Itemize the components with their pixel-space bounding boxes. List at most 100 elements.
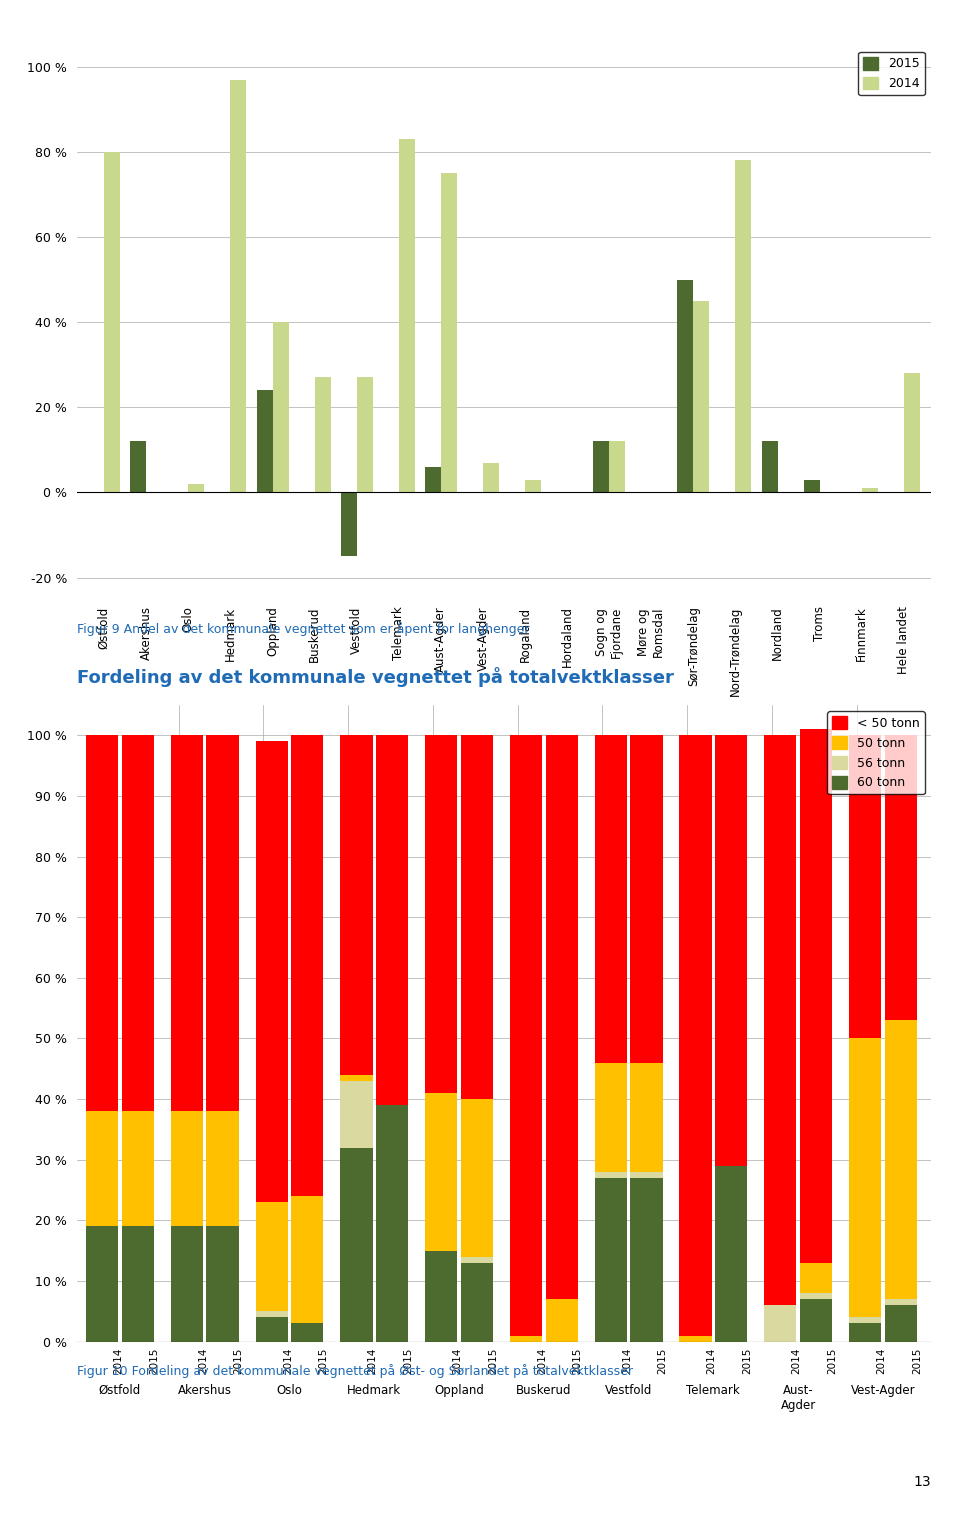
Bar — [884, 1020, 917, 1299]
Bar — [188, 484, 204, 493]
Bar — [461, 735, 493, 1099]
Bar — [398, 139, 415, 493]
Bar — [376, 1105, 408, 1342]
Text: Fordeling av det kommunale vegnettet på totalvektklasser: Fordeling av det kommunale vegnettet på … — [77, 667, 674, 687]
Text: Vestfold: Vestfold — [605, 1384, 652, 1398]
Bar — [255, 741, 288, 1202]
Bar — [315, 377, 330, 493]
Bar — [862, 488, 877, 493]
Bar — [800, 1299, 832, 1342]
Bar — [594, 1178, 627, 1342]
Bar — [610, 441, 625, 493]
Bar — [122, 1111, 154, 1226]
Bar — [425, 1093, 457, 1251]
Bar — [376, 735, 408, 1105]
Bar — [735, 161, 752, 493]
Bar — [273, 323, 289, 493]
Bar — [291, 1196, 324, 1323]
Bar — [510, 735, 542, 1336]
Text: 13: 13 — [914, 1475, 931, 1489]
Bar — [291, 1323, 324, 1342]
Bar — [425, 735, 457, 1093]
Bar — [545, 1299, 578, 1342]
Bar — [849, 1317, 881, 1323]
Bar — [800, 1293, 832, 1299]
Bar — [425, 1251, 457, 1342]
Bar — [230, 79, 247, 493]
Bar — [678, 279, 693, 493]
Bar — [255, 1311, 288, 1317]
Bar — [594, 1172, 627, 1178]
Bar — [341, 1148, 372, 1342]
Bar — [680, 1336, 711, 1342]
Bar — [715, 1166, 747, 1342]
Legend: 2015, 2014: 2015, 2014 — [858, 52, 924, 96]
Bar — [804, 479, 820, 493]
Bar — [904, 373, 920, 493]
Bar — [715, 735, 747, 1166]
Bar — [510, 1336, 542, 1342]
Bar — [256, 390, 273, 493]
Bar — [764, 735, 797, 1305]
Bar — [341, 1081, 372, 1148]
Bar — [680, 735, 711, 1336]
Bar — [255, 1202, 288, 1311]
Bar — [122, 1226, 154, 1342]
Bar — [884, 1299, 917, 1305]
Bar — [206, 1226, 239, 1342]
Bar — [631, 1178, 662, 1342]
Text: Akershus: Akershus — [178, 1384, 231, 1398]
Text: Hedmark: Hedmark — [348, 1384, 401, 1398]
Bar — [631, 735, 662, 1063]
Bar — [461, 1263, 493, 1342]
Bar — [849, 735, 881, 1038]
Bar — [849, 1038, 881, 1317]
Text: Aust-
Agder: Aust- Agder — [780, 1384, 816, 1411]
Bar — [631, 1172, 662, 1178]
Bar — [341, 493, 357, 556]
Bar — [483, 462, 499, 493]
Bar — [593, 441, 610, 493]
Bar — [425, 467, 441, 493]
Text: Oppland: Oppland — [434, 1384, 484, 1398]
Text: Buskerud: Buskerud — [516, 1384, 571, 1398]
Bar — [849, 1323, 881, 1342]
Bar — [761, 441, 778, 493]
Bar — [104, 152, 120, 493]
Bar — [631, 1063, 662, 1172]
Bar — [206, 735, 239, 1111]
Bar — [171, 735, 204, 1111]
Bar — [357, 377, 372, 493]
Bar — [86, 1226, 118, 1342]
Bar — [545, 735, 578, 1299]
Text: Oslo: Oslo — [276, 1384, 302, 1398]
Text: Figur 9 Andel av det kommunale vegnettet som er åpent for langhenger: Figur 9 Andel av det kommunale vegnettet… — [77, 622, 529, 635]
Bar — [884, 1305, 917, 1342]
Bar — [341, 1075, 372, 1081]
Bar — [441, 173, 457, 493]
Bar — [122, 735, 154, 1111]
Bar — [341, 735, 372, 1075]
Bar — [171, 1226, 204, 1342]
Bar — [800, 1263, 832, 1293]
Bar — [461, 1099, 493, 1257]
Bar — [764, 1305, 797, 1342]
Bar — [693, 300, 709, 493]
Bar — [594, 735, 627, 1063]
Text: Vest-Agder: Vest-Agder — [851, 1384, 915, 1398]
Bar — [131, 441, 146, 493]
Bar — [800, 729, 832, 1263]
Bar — [86, 1111, 118, 1226]
Bar — [171, 1111, 204, 1226]
Legend: < 50 tonn, 50 tonn, 56 tonn, 60 tonn: < 50 tonn, 50 tonn, 56 tonn, 60 tonn — [828, 711, 924, 794]
Text: Østfold: Østfold — [99, 1384, 141, 1398]
Bar — [525, 479, 541, 493]
Bar — [206, 1111, 239, 1226]
Text: Figur 10 Fordeling av det kommunale vegnettet på Øst- og Sørlandet på totalvektk: Figur 10 Fordeling av det kommunale vegn… — [77, 1364, 633, 1378]
Bar — [86, 735, 118, 1111]
Bar — [291, 735, 324, 1196]
Text: Telemark: Telemark — [686, 1384, 740, 1398]
Bar — [594, 1063, 627, 1172]
Bar — [884, 735, 917, 1020]
Bar — [461, 1257, 493, 1263]
